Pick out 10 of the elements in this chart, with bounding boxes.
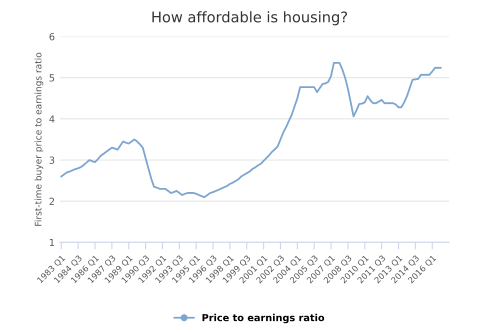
y-tick-label: 2	[50, 198, 54, 205]
y-tick-label: 1	[50, 238, 54, 246]
legend-label: Price to earnings ratio	[202, 314, 324, 324]
chart-title: How affordable is housing?	[152, 11, 347, 26]
y-axis-title: First-time buyer price to earnings ratio	[34, 52, 44, 226]
line-series	[60, 62, 442, 198]
y-tick-label: 6	[50, 33, 54, 40]
y-tick-label: 4	[49, 115, 54, 123]
y-tick-label: 3	[50, 156, 54, 164]
y-tick-label: 5	[50, 74, 54, 82]
